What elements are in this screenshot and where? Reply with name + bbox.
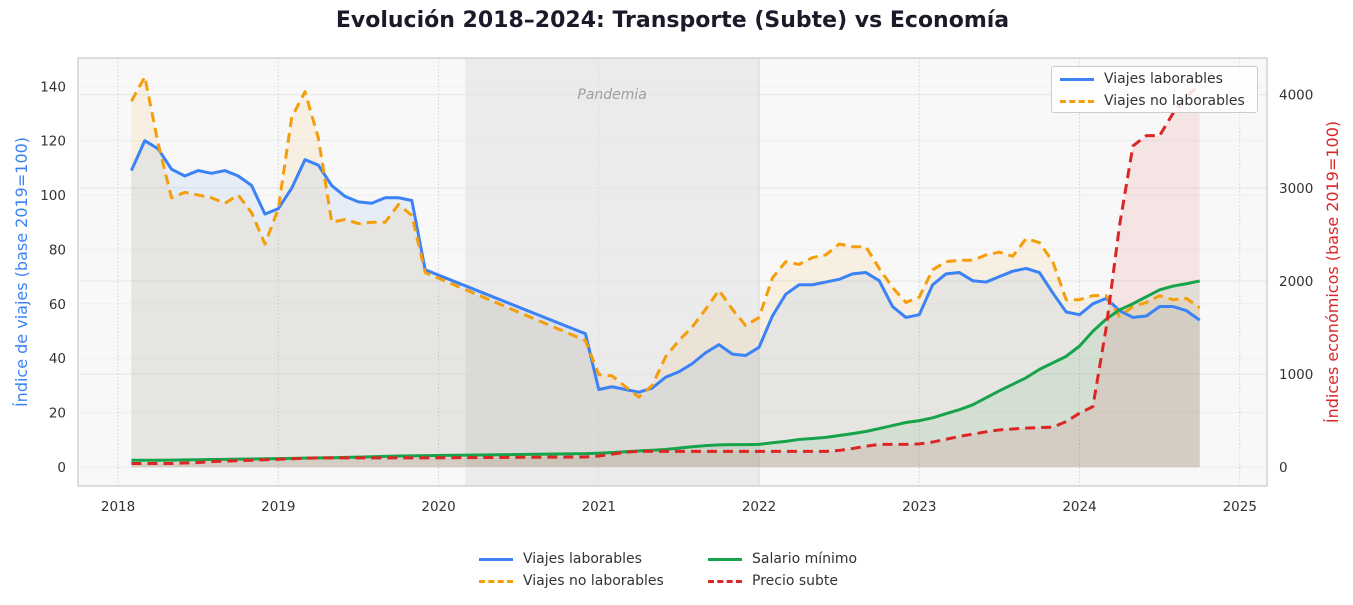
y-axis-right-label: Índices económicos (base 2019=100) bbox=[1323, 121, 1342, 423]
y-right-tick-label: 0 bbox=[1279, 460, 1288, 476]
legend-item-viajes-laborables: Viajes laborables bbox=[479, 548, 708, 570]
y-left-tick-label: 100 bbox=[40, 188, 66, 204]
y-left-tick-label: 120 bbox=[40, 134, 66, 150]
y-left-tick-label: 0 bbox=[57, 460, 66, 476]
ticks: 0 1000 2000 3000 4000 0 20 40 60 80 100 120 140 2018 2… bbox=[40, 79, 1313, 515]
legend-label: Salario mínimo bbox=[752, 551, 858, 567]
y-left-tick-label: 60 bbox=[49, 297, 66, 313]
x-tick-label: 2022 bbox=[742, 499, 776, 515]
legend-swatch-orange bbox=[1060, 99, 1094, 103]
legend-bottom: Viajes laborables Salario mínimo Viajes … bbox=[479, 548, 878, 592]
area-salario-m-nimo bbox=[131, 280, 1200, 468]
legend-label: Viajes laborables bbox=[1104, 71, 1223, 87]
x-tick-label: 2024 bbox=[1062, 499, 1096, 515]
pandemic-band bbox=[465, 58, 760, 486]
y-axis-left-label: Índice de viajes (base 2019=100) bbox=[12, 137, 31, 407]
y-right-tick-label: 2000 bbox=[1279, 274, 1313, 290]
x-tick-label: 2020 bbox=[421, 499, 455, 515]
area-precio-subte bbox=[131, 84, 1200, 468]
y-right-tick-label: 4000 bbox=[1279, 88, 1313, 104]
series-lines bbox=[130, 75, 1201, 465]
y-left-tick-label: 140 bbox=[40, 79, 66, 95]
line-precio-subte bbox=[131, 83, 1201, 465]
y-right-tick-label: 3000 bbox=[1279, 181, 1313, 197]
chart-title: Evolución 2018–2024: Transporte (Subte) … bbox=[335, 8, 1010, 33]
x-tick-label: 2023 bbox=[902, 499, 936, 515]
pandemic-shaded-region bbox=[465, 58, 760, 486]
legend-swatch-green bbox=[708, 557, 742, 561]
x-tick-label: 2021 bbox=[582, 499, 616, 515]
line-viajes-no-laborables bbox=[130, 75, 1201, 399]
legend-label: Precio subte bbox=[752, 573, 839, 589]
x-tick-label: 2018 bbox=[101, 499, 135, 515]
area-fills bbox=[131, 76, 1200, 468]
y-left-tick-label: 40 bbox=[49, 351, 66, 367]
legend-swatch-blue bbox=[479, 557, 513, 561]
legend-label: Viajes no laborables bbox=[523, 573, 664, 589]
plot-frame bbox=[77, 57, 1268, 487]
line-viajes-laborables bbox=[130, 139, 1201, 394]
legend-item-viajes-no-laborables: Viajes no laborables bbox=[1060, 90, 1251, 112]
x-tick-label: 2019 bbox=[261, 499, 295, 515]
area-viajes-laborables bbox=[131, 140, 1200, 467]
legend-label: Viajes laborables bbox=[523, 551, 642, 567]
legend-swatch-orange bbox=[479, 579, 513, 583]
area-viajes-no-laborables bbox=[131, 76, 1200, 467]
legend-swatch-red bbox=[708, 579, 742, 583]
pandemic-label: Pandemia bbox=[577, 87, 647, 103]
legend-item-viajes-laborables: Viajes laborables bbox=[1060, 68, 1251, 90]
legend-item-salario-minimo: Salario mínimo bbox=[708, 548, 878, 570]
legend-item-viajes-no-laborables: Viajes no laborables bbox=[479, 570, 708, 592]
y-right-tick-label: 1000 bbox=[1279, 367, 1313, 383]
y-left-tick-label: 80 bbox=[49, 242, 66, 258]
legend-label: Viajes no laborables bbox=[1104, 93, 1245, 109]
legend-swatch-blue bbox=[1060, 77, 1094, 81]
legend-top: Viajes laborables Viajes no laborables bbox=[1051, 66, 1258, 113]
legend-item-precio-subte: Precio subte bbox=[708, 570, 878, 592]
y-left-tick-label: 20 bbox=[49, 406, 66, 422]
x-tick-label: 2025 bbox=[1223, 499, 1257, 515]
